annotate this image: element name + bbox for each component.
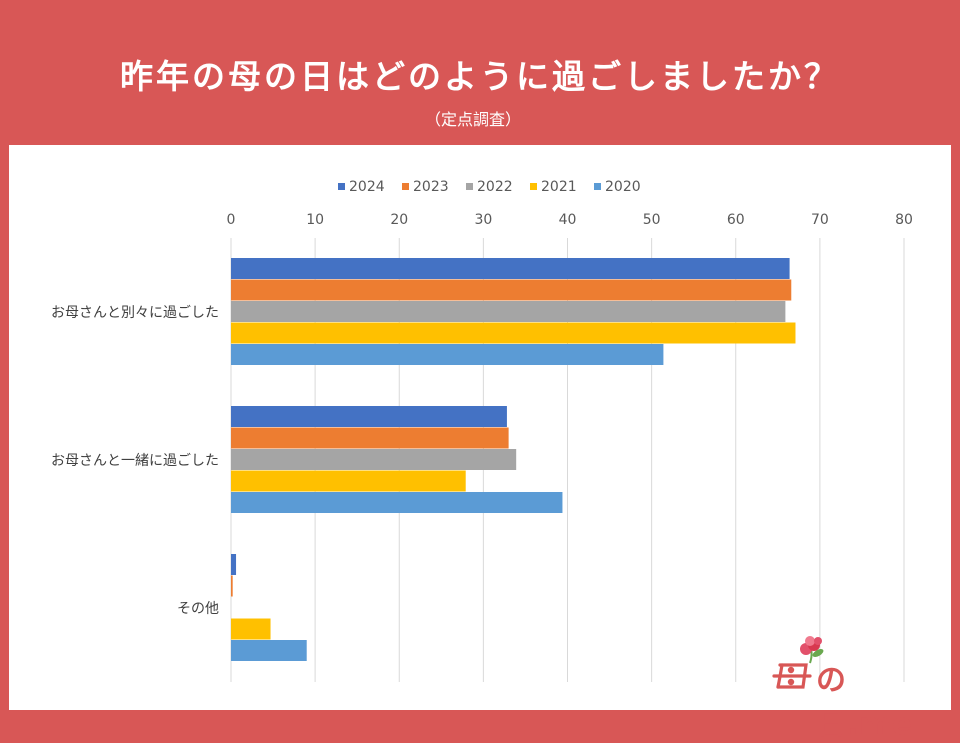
x-tick-label: 40 xyxy=(559,212,577,228)
bar-2021 xyxy=(231,618,271,640)
bar-2020 xyxy=(231,640,307,661)
logo: の日.me xyxy=(770,635,940,742)
chart-title: 昨年の母の日はどのように過ごしましたか？ xyxy=(120,57,840,96)
x-tick-label: 0 xyxy=(227,212,236,228)
legend-label: 2021 xyxy=(541,179,577,195)
bar-2021 xyxy=(231,470,466,492)
chart-subtitle: （定点調査） xyxy=(425,110,522,129)
bar-2020 xyxy=(231,492,563,513)
legend-label: 2024 xyxy=(349,179,385,195)
bar-2024 xyxy=(231,554,237,575)
x-tick-label: 10 xyxy=(306,212,324,228)
legend-label: 2020 xyxy=(605,179,641,195)
bar-2023 xyxy=(231,575,233,597)
x-tick-label: 60 xyxy=(727,212,745,228)
y-category-label: その他 xyxy=(177,601,219,617)
chart-panel: 0 10 20 30 40 50 60 70 80 お母さんと別々に過ごした お母さんと一緒に過ごし… xyxy=(9,145,951,710)
x-tick-label: 20 xyxy=(390,212,408,228)
legend-swatch xyxy=(530,183,537,190)
mother-kanji-icon xyxy=(772,663,812,689)
y-category-label: お母さんと別々に過ごした xyxy=(51,305,219,321)
legend-swatch xyxy=(402,183,409,190)
legend-swatch xyxy=(594,183,601,190)
x-tick-label: 30 xyxy=(474,212,492,228)
bar-2024 xyxy=(231,258,790,279)
bar-2022 xyxy=(231,449,517,470)
bar-2024 xyxy=(231,406,507,427)
legend-label: 2022 xyxy=(477,179,513,195)
bar-2020 xyxy=(231,344,664,365)
bar-2023 xyxy=(231,427,509,449)
legend-swatch xyxy=(338,183,345,190)
logo-text: の日.me xyxy=(816,663,914,742)
legend-swatch xyxy=(466,183,473,190)
bar-2021 xyxy=(231,322,796,344)
x-tick-label: 50 xyxy=(643,212,661,228)
bar-2023 xyxy=(231,279,792,301)
y-category-label: お母さんと一緒に過ごした xyxy=(51,453,219,469)
carnation-icon xyxy=(800,636,824,664)
x-tick-label: 80 xyxy=(895,212,913,228)
legend-label: 2023 xyxy=(413,179,449,195)
bar-chart: 0 10 20 30 40 50 60 70 80 お母さんと別々に過ごしたお母さんと一緒に過ごし… xyxy=(51,179,913,682)
bar-2022 xyxy=(231,301,786,322)
x-tick-label: 70 xyxy=(811,212,829,228)
